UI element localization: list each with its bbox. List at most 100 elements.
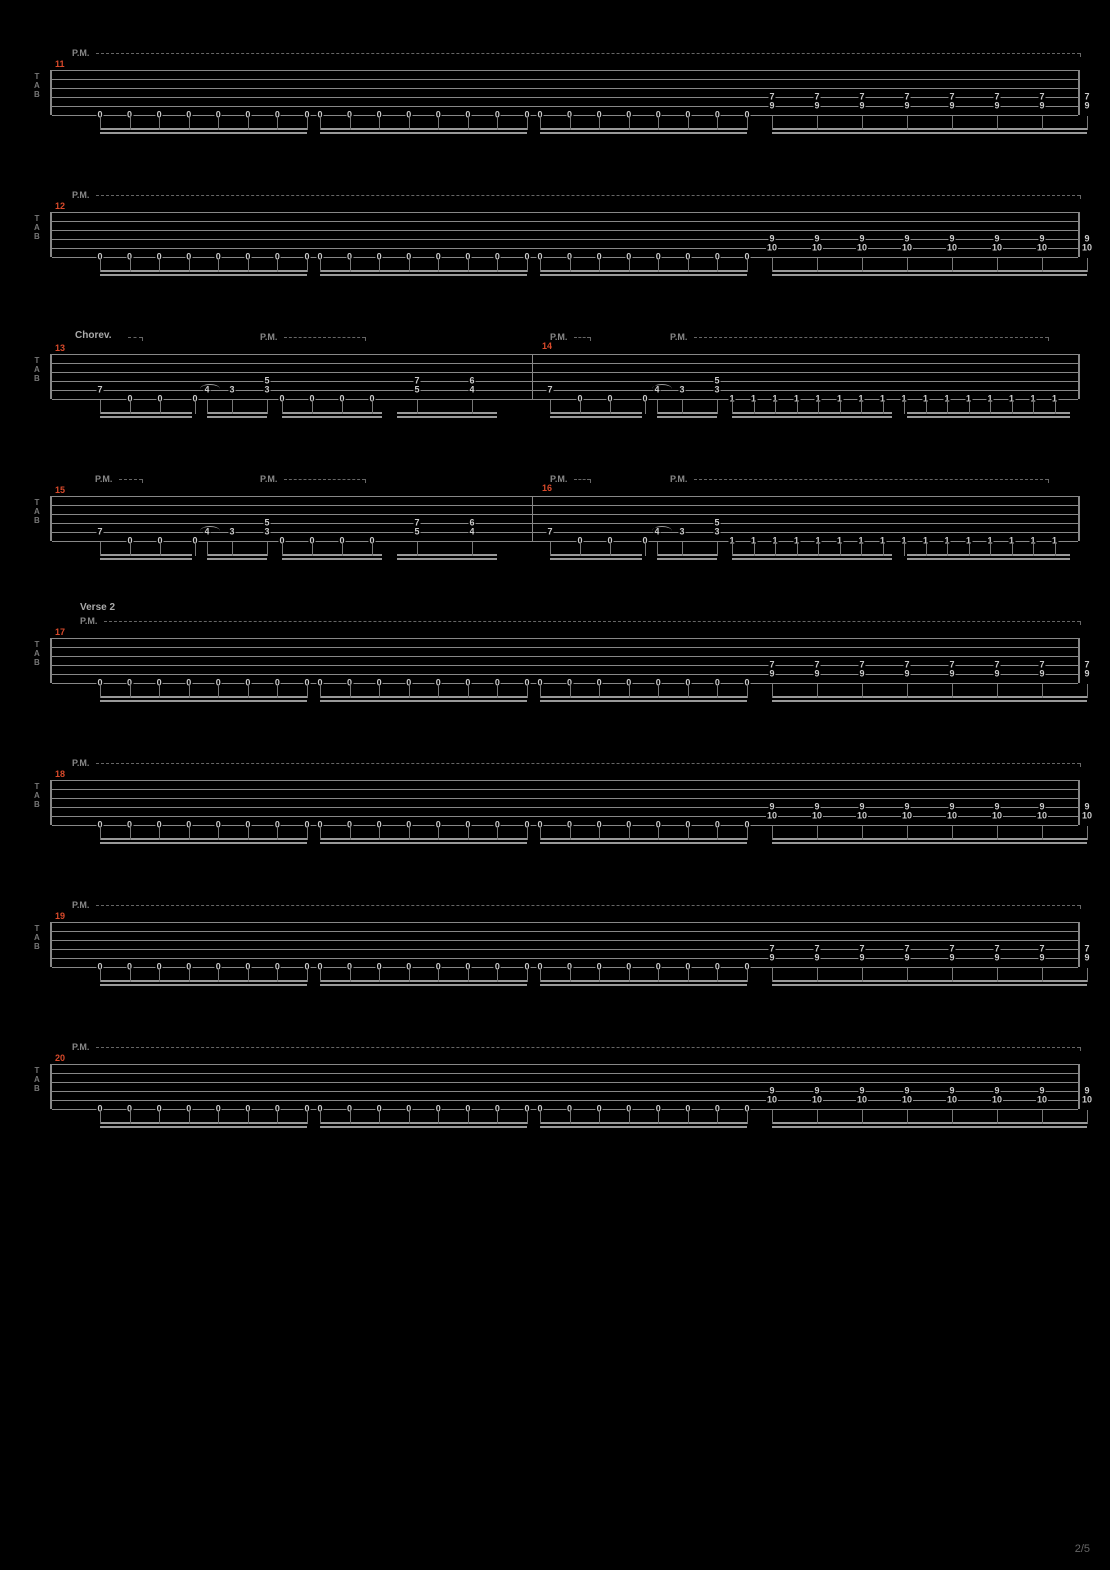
palm-mute-label: P.M. (95, 474, 112, 484)
fret-number: 9 (948, 102, 955, 111)
tab-clef: TAB (34, 640, 40, 667)
fret-number: 3 (678, 528, 685, 537)
bar-number: 17 (55, 627, 65, 637)
fret-number: 9 (1083, 102, 1090, 111)
fret-number: 9 (903, 670, 910, 679)
fret-number: 9 (813, 670, 820, 679)
palm-mute-row: P.M.P.M.P.M.P.M. (30, 474, 1080, 486)
fret-number: 10 (991, 812, 1003, 821)
palm-mute-span (119, 479, 142, 480)
palm-mute-row: P.M. (30, 1042, 1080, 1054)
bar-number: 16 (542, 483, 552, 493)
fret-number: 3 (678, 386, 685, 395)
fret-number: 10 (1036, 812, 1048, 821)
palm-mute-label: P.M. (72, 758, 89, 768)
fret-number: 4 (203, 386, 210, 395)
fret-number: 10 (811, 812, 823, 821)
fret-number: 10 (766, 812, 778, 821)
fret-number: 10 (946, 244, 958, 253)
tab-clef: TAB (34, 1066, 40, 1093)
fret-number: 10 (901, 812, 913, 821)
palm-mute-label: P.M. (670, 332, 687, 342)
fret-number: 9 (1038, 670, 1045, 679)
bar-number: 18 (55, 769, 65, 779)
fret-number: 3 (713, 386, 720, 395)
fret-number: 10 (766, 244, 778, 253)
fret-number: 10 (991, 244, 1003, 253)
tab-system: P.M. 18TAB0000000000000000000000009109109… (30, 758, 1080, 832)
fret-number: 9 (993, 102, 1000, 111)
fret-number: 9 (858, 670, 865, 679)
fret-number: 9 (948, 670, 955, 679)
palm-mute-span (694, 479, 1048, 480)
fret-number: 10 (811, 244, 823, 253)
palm-mute-span (694, 337, 1048, 338)
tab-staff: TAB0000000000000000000000007979797979797… (30, 638, 1080, 690)
fret-number: 9 (858, 954, 865, 963)
tab-system: P.M.P.M.P.M.P.M.15TAB1670004353000075647… (30, 474, 1080, 548)
bar-number: 20 (55, 1053, 65, 1063)
palm-mute-span (96, 905, 1080, 906)
fret-number: 3 (263, 528, 270, 537)
tab-staff: TAB0000000000000000000000009109109109109… (30, 212, 1080, 264)
bar-number: 15 (55, 485, 65, 495)
tab-staff: TAB0000000000000000000000007979797979797… (30, 70, 1080, 122)
fret-number: 10 (856, 244, 868, 253)
tab-staff: TAB0000000000000000000000009109109109109… (30, 780, 1080, 832)
tab-system: P.M.20TAB0000000000000000000000009109109… (30, 1042, 1080, 1116)
fret-number: 7 (546, 386, 553, 395)
section-label: Verse 2 (80, 602, 115, 613)
fret-number: 10 (766, 1096, 778, 1105)
fret-number: 10 (1036, 244, 1048, 253)
fret-number: 9 (813, 102, 820, 111)
fret-number: 9 (813, 954, 820, 963)
palm-mute-label: P.M. (670, 474, 687, 484)
palm-mute-label: P.M. (72, 190, 89, 200)
tab-clef: TAB (34, 924, 40, 951)
tab-staff: TAB0000000000000000000000007979797979797… (30, 922, 1080, 974)
palm-mute-row: P.M. (30, 48, 1080, 60)
fret-number: 5 (413, 528, 420, 537)
tab-clef: TAB (34, 356, 40, 383)
fret-number: 3 (263, 386, 270, 395)
palm-mute-label: P.M. (80, 616, 97, 626)
fret-number: 7 (96, 528, 103, 537)
palm-mute-span (96, 763, 1080, 764)
palm-mute-label: P.M. (72, 48, 89, 58)
palm-mute-span (574, 479, 590, 480)
fret-number: 4 (653, 386, 660, 395)
tab-system: Verse 2P.M.17TAB000000000000000000000000… (30, 616, 1080, 690)
palm-mute-row: Chorev.P.M.P.M.P.M. (30, 332, 1080, 344)
fret-number: 9 (1083, 954, 1090, 963)
palm-mute-label: P.M. (260, 332, 277, 342)
palm-mute-span (96, 195, 1080, 196)
tab-page: P.M.11TAB0000000000000000000000007979797… (0, 0, 1110, 1214)
tab-clef: TAB (34, 214, 40, 241)
bar-number: 14 (542, 341, 552, 351)
tab-system: P.M. 11TAB0000000000000000000000007979797… (30, 48, 1080, 122)
fret-number: 3 (713, 528, 720, 537)
palm-mute-span (574, 337, 590, 338)
palm-mute-label: P.M. (72, 1042, 89, 1052)
palm-mute-label: P.M. (72, 900, 89, 910)
fret-number: 9 (948, 954, 955, 963)
palm-mute-span (128, 337, 142, 338)
barline (532, 496, 533, 541)
fret-number: 9 (1038, 954, 1045, 963)
fret-number: 10 (901, 1096, 913, 1105)
tab-staff: TAB1670004353000075647000435311111111111… (30, 496, 1080, 548)
palm-mute-span (104, 621, 1080, 622)
palm-mute-row: P.M. (30, 900, 1080, 912)
fret-number: 4 (203, 528, 210, 537)
palm-mute-span (96, 53, 1080, 54)
fret-number: 9 (768, 954, 775, 963)
fret-number: 10 (1036, 1096, 1048, 1105)
bar-number: 11 (55, 59, 65, 69)
tab-clef: TAB (34, 782, 40, 809)
fret-number: 10 (901, 244, 913, 253)
fret-number: 10 (946, 1096, 958, 1105)
palm-mute-row: Verse 2P.M. (30, 616, 1080, 628)
fret-number: 9 (768, 102, 775, 111)
palm-mute-span (284, 337, 365, 338)
fret-number: 10 (1081, 1096, 1093, 1105)
